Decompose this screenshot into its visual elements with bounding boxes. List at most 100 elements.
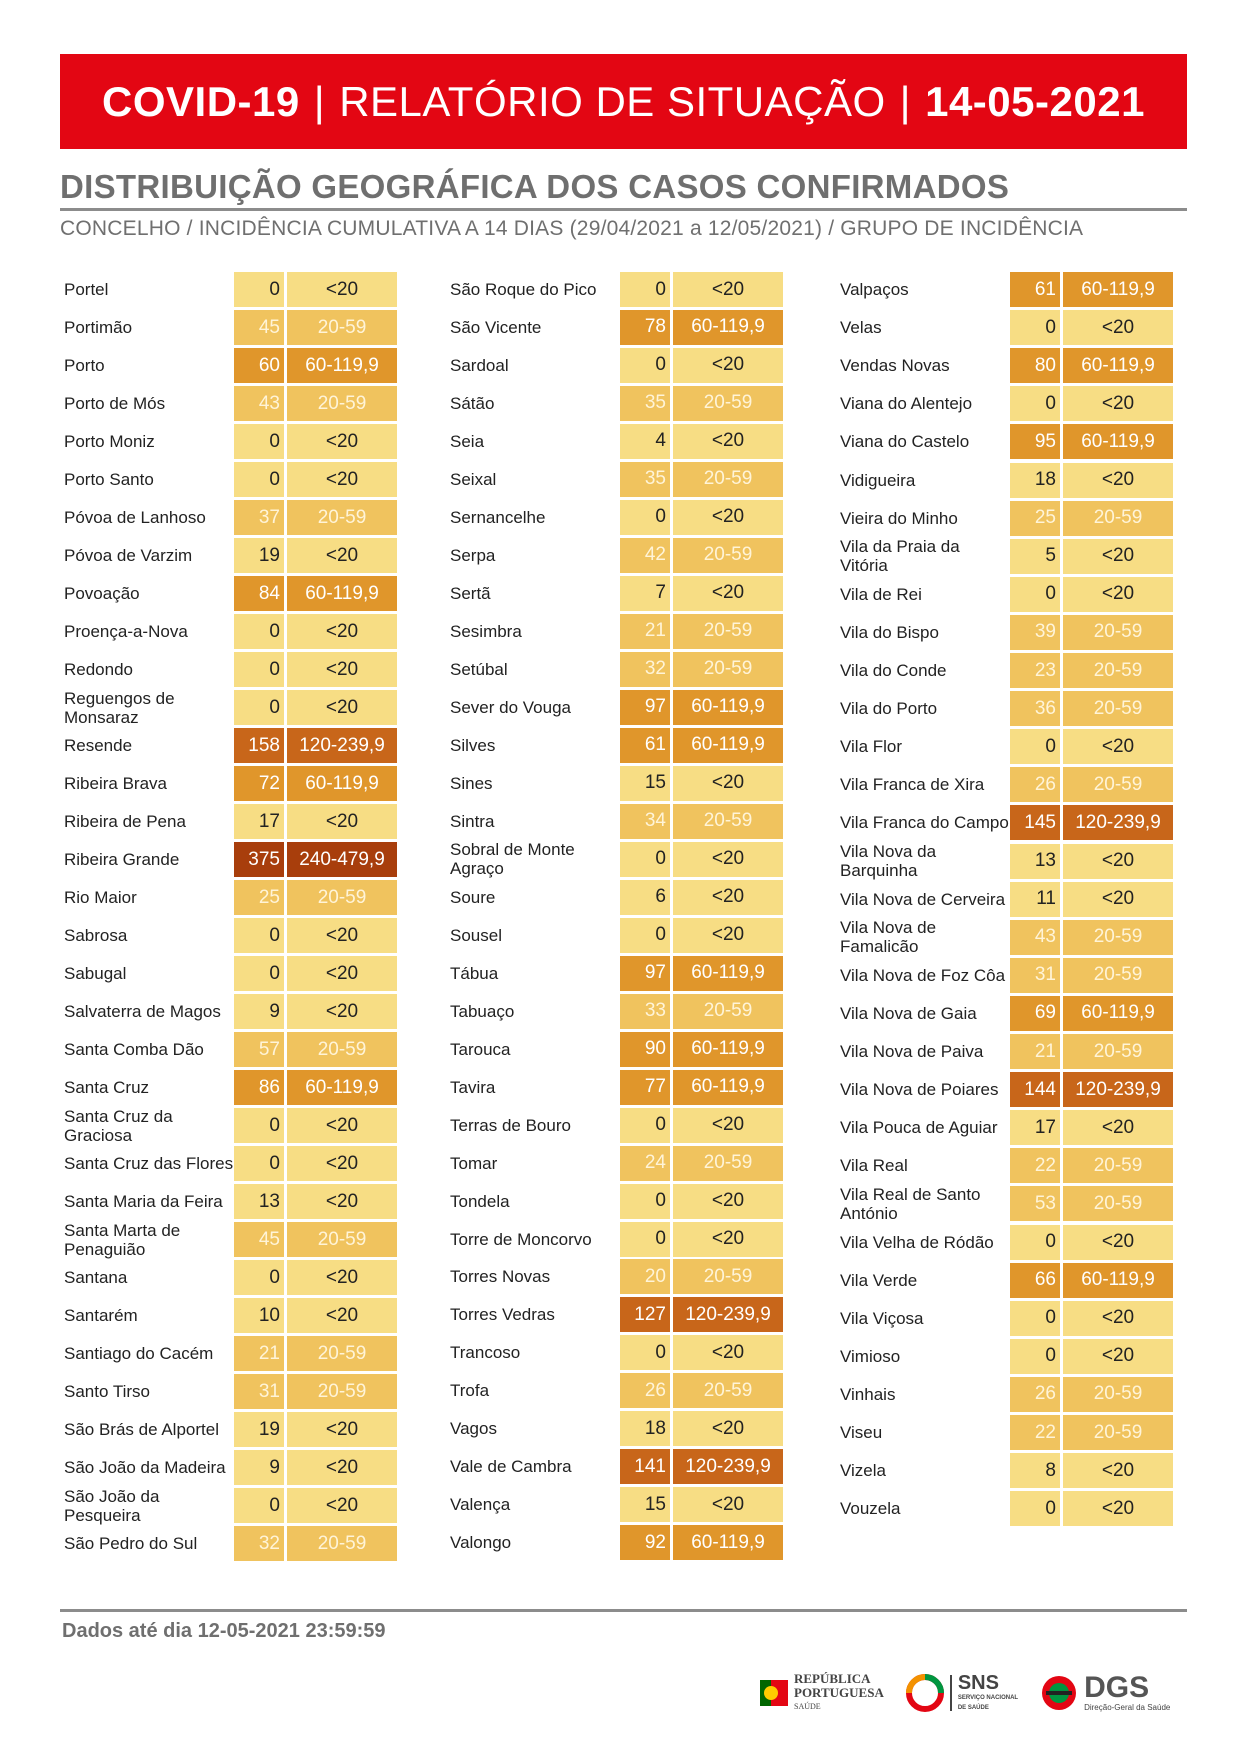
incidence-group: 20-59	[287, 880, 397, 915]
municipality-name: Valença	[450, 1495, 511, 1515]
incidence-group: <20	[287, 272, 397, 307]
incidence-value: 0	[234, 272, 284, 307]
incidence-group: 20-59	[287, 500, 397, 535]
incidence-group: <20	[1063, 1110, 1173, 1146]
incidence-value: 61	[1010, 272, 1060, 307]
incidence-group: <20	[673, 917, 783, 953]
incidence-group: 20-59	[287, 1374, 397, 1409]
table-row: Póvoa de Varzim 19 <20	[60, 538, 397, 573]
table-row: Setúbal 32 20-59	[446, 651, 783, 687]
incidence-value: 0	[620, 841, 670, 877]
municipality-name: Vila da Praia da Vitória	[840, 537, 960, 576]
incidence-value: 77	[620, 1069, 670, 1105]
table-row: Vila Viçosa 0 <20	[836, 1300, 1173, 1336]
table-row: Santa Comba Dão 57 20-59	[60, 1032, 397, 1067]
municipality-name: São Vicente	[450, 317, 542, 337]
incidence-group: <20	[287, 956, 397, 991]
section-title: DISTRIBUIÇÃO GEOGRÁFICA DOS CASOS CONFIR…	[60, 168, 1010, 205]
incidence-group: 60-119,9	[287, 1070, 397, 1105]
incidence-value: 37	[234, 500, 284, 535]
municipality-name: Tavira	[450, 1077, 496, 1097]
table-row: Viana do Alentejo 0 <20	[836, 386, 1173, 422]
sns-subtitle-1: SERVIÇO NACIONAL	[957, 1695, 1019, 1701]
incidence-value: 0	[1010, 1300, 1060, 1336]
municipality-name: Povoação	[64, 584, 140, 603]
incidence-group: 60-119,9	[1063, 424, 1173, 460]
incidence-group: <20	[1063, 462, 1173, 498]
municipality-name: Vila do Porto	[840, 699, 938, 719]
municipality-name: Vimioso	[840, 1346, 901, 1366]
table-row: Vagos 18 <20	[446, 1411, 783, 1447]
incidence-group: 60-119,9	[673, 1069, 783, 1105]
incidence-group: 240-479,9	[287, 842, 397, 877]
incidence-value: 31	[1010, 957, 1060, 993]
banner-covid: COVID-19	[102, 77, 300, 125]
municipality-name: Salvaterra de Magos	[64, 1002, 221, 1021]
incidence-group: 20-59	[1063, 767, 1173, 803]
incidence-group: 20-59	[1063, 1376, 1173, 1412]
table-row: Torres Novas 20 20-59	[446, 1259, 783, 1295]
table-row: Viseu 22 20-59	[836, 1415, 1173, 1450]
republica-line-2: PORTUGUESA	[794, 1685, 884, 1700]
republica-line-3: SAÚDE	[794, 1702, 821, 1711]
incidence-group: <20	[287, 462, 397, 497]
incidence-group: 60-119,9	[673, 309, 783, 345]
report-banner: COVID-19 | RELATÓRIO DE SITUAÇÃO | 14-05…	[60, 54, 1187, 149]
banner-report-title: RELATÓRIO DE SITUAÇÃO	[339, 77, 886, 125]
table-row: Tarouca 90 60-119,9	[446, 1031, 783, 1067]
incidence-value: 84	[234, 576, 284, 611]
table-row: Ribeira Brava 72 60-119,9	[60, 766, 397, 801]
incidence-group: <20	[287, 1108, 397, 1143]
incidence-value: 5	[1010, 538, 1060, 574]
table-row: Seia 4 <20	[446, 423, 783, 459]
incidence-value: 25	[1010, 500, 1060, 536]
incidence-group: 120-239,9	[673, 1297, 783, 1333]
incidence-value: 22	[1010, 1148, 1060, 1184]
incidence-value: 0	[620, 1107, 670, 1143]
table-row: Tábua 97 60-119,9	[446, 955, 783, 991]
table-row: Vila do Bispo 39 20-59	[836, 614, 1173, 650]
incidence-group: 20-59	[673, 1259, 783, 1295]
incidence-value: 20	[620, 1259, 670, 1295]
incidence-value: 0	[234, 462, 284, 497]
municipality-name: Santa Comba Dão	[64, 1040, 204, 1059]
incidence-group: 20-59	[1063, 691, 1173, 727]
incidence-value: 0	[620, 347, 670, 383]
municipality-name: Sines	[450, 773, 493, 793]
incidence-value: 53	[1010, 1186, 1060, 1222]
table-row: São Pedro do Sul 32 20-59	[60, 1526, 397, 1561]
incidence-value: 25	[234, 880, 284, 915]
incidence-group: 20-59	[287, 1526, 397, 1561]
table-row: Sabrosa 0 <20	[60, 918, 397, 953]
incidence-value: 86	[234, 1070, 284, 1105]
incidence-group: 20-59	[287, 1032, 397, 1067]
incidence-value: 69	[1010, 995, 1060, 1031]
table-row: Porto 60 60-119,9	[60, 348, 397, 383]
incidence-value: 26	[1010, 767, 1060, 803]
incidence-value: 0	[620, 1335, 670, 1371]
municipality-name: Tabuaço	[450, 1001, 515, 1021]
table-row: Sabugal 0 <20	[60, 956, 397, 991]
incidence-value: 10	[234, 1298, 284, 1333]
incidence-value: 0	[234, 690, 284, 725]
incidence-group: 60-119,9	[287, 576, 397, 611]
table-row: Vinhais 26 20-59	[836, 1376, 1173, 1412]
dgs-logo: DGS Direção-Geral da Saúde	[1040, 1673, 1170, 1713]
table-row: Velas 0 <20	[836, 310, 1173, 346]
incidence-group: <20	[287, 1146, 397, 1181]
municipality-name: Vila do Conde	[840, 661, 947, 680]
incidence-group: <20	[287, 1184, 397, 1219]
table-row: Santarém 10 <20	[60, 1298, 397, 1333]
incidence-group: 60-119,9	[1063, 272, 1173, 307]
incidence-value: 0	[234, 424, 284, 459]
municipality-name: Santa Cruz das Flores	[64, 1154, 234, 1173]
table-row: Trancoso 0 <20	[446, 1335, 783, 1371]
municipality-name: São João da Madeira	[64, 1458, 226, 1477]
incidence-value: 32	[234, 1526, 284, 1561]
municipality-name: Redondo	[64, 660, 134, 679]
incidence-group: <20	[673, 423, 783, 459]
municipality-name: Santiago do Cacém	[64, 1344, 214, 1363]
sns-title: SNS	[957, 1672, 999, 1694]
incidence-value: 43	[234, 386, 284, 421]
municipality-name: Vizela	[840, 1461, 886, 1481]
